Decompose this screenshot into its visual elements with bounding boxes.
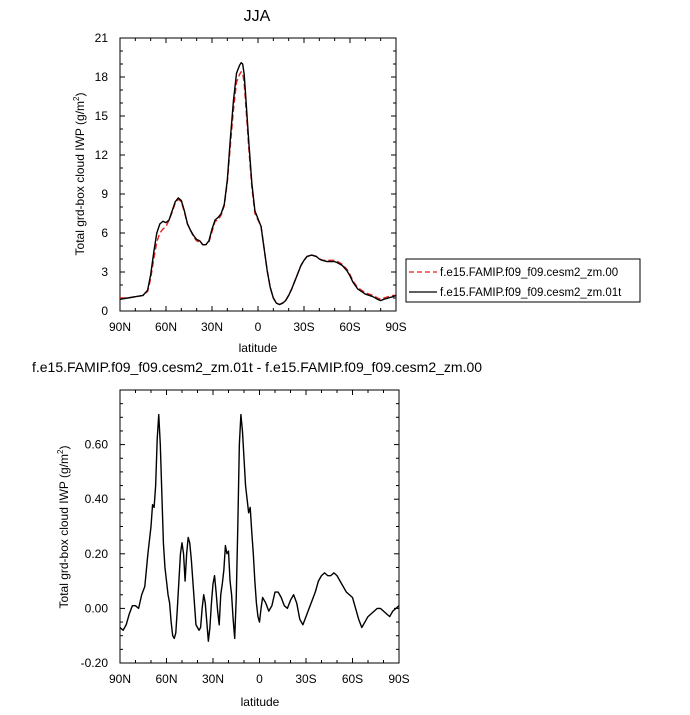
y-tick-label: 21 <box>95 31 109 45</box>
plot-frame <box>119 37 397 312</box>
legend: f.e15.FAMIP.f09_f09.cesm2_zm.00 f.e15.FA… <box>405 258 641 303</box>
x-tick-label: 90N <box>109 320 131 334</box>
y-tick-label: 0 <box>101 304 108 318</box>
x-axis-label: latitude <box>239 341 278 355</box>
y-tick-label: 15 <box>95 109 109 123</box>
y-tick-label: -0.20 <box>81 656 109 670</box>
y-tick-label: 9 <box>101 187 108 201</box>
y-tick-label: 12 <box>95 148 109 162</box>
x-tick-label: 90S <box>388 672 409 686</box>
x-tick-label: 90S <box>385 320 406 334</box>
axis-ticks: 90N 60N 30N 0 30S 60S 90S -0.20 0.00 0.20 0.40 0.60 <box>81 389 410 686</box>
series-group <box>119 413 400 642</box>
y-axis-label-main: Total grd-box cloud IWP (g/m <box>57 454 71 609</box>
series-line <box>120 71 396 306</box>
x-tick-label: 30N <box>202 672 224 686</box>
y-tick-label: 18 <box>95 70 109 84</box>
x-tick-label: 60S <box>339 320 360 334</box>
y-tick-label: 0.20 <box>85 547 109 561</box>
y-tick-label: 6 <box>101 226 108 240</box>
series-line <box>119 413 400 642</box>
x-tick-label: 60N <box>155 320 177 334</box>
x-axis-label: latitude <box>241 695 280 709</box>
y-axis-label-sup: 2 <box>72 96 81 101</box>
y-tick-label: 0.00 <box>85 601 109 615</box>
panel-top: JJA 90N 60N 30N 0 30S 60S 90S 0 3 6 9 12 15 18 21 lati… <box>72 8 641 355</box>
y-axis-label: Total grd-box cloud IWP (g/m2) <box>72 93 87 256</box>
chart-title: f.e15.FAMIP.f09_f09.cesm2_zm.01t - f.e15… <box>32 359 482 375</box>
y-axis-label-main: Total grd-box cloud IWP (g/m <box>73 101 87 256</box>
series-line <box>119 62 397 306</box>
y-axis-label-end: ) <box>73 93 87 97</box>
axis-ticks: 90N 60N 30N 0 30S 60S 90S 0 3 6 9 12 15 18 21 <box>95 31 407 334</box>
x-tick-label: 0 <box>256 672 263 686</box>
legend-label-01t: f.e15.FAMIP.f09_f09.cesm2_zm.01t <box>440 287 622 299</box>
x-tick-label: 60S <box>342 672 363 686</box>
panel-bottom: f.e15.FAMIP.f09_f09.cesm2_zm.01t - f.e15… <box>32 359 482 709</box>
y-axis-label-sup: 2 <box>56 449 65 454</box>
x-tick-label: 0 <box>255 320 262 334</box>
x-tick-label: 30N <box>201 320 223 334</box>
chart-title: JJA <box>244 8 271 25</box>
x-tick-label: 30S <box>295 672 316 686</box>
y-axis-label: Total grd-box cloud IWP (g/m2) <box>56 446 71 609</box>
series-group <box>119 62 397 306</box>
y-tick-label: 0.60 <box>85 438 109 452</box>
legend-label-00: f.e15.FAMIP.f09_f09.cesm2_zm.00 <box>440 267 618 279</box>
y-tick-label: 0.40 <box>85 492 109 506</box>
x-tick-label: 60N <box>155 672 177 686</box>
legend-box <box>405 258 641 303</box>
y-axis-label-end: ) <box>57 446 71 450</box>
x-tick-label: 30S <box>293 320 314 334</box>
y-tick-label: 3 <box>101 265 108 279</box>
x-tick-label: 90N <box>109 672 131 686</box>
